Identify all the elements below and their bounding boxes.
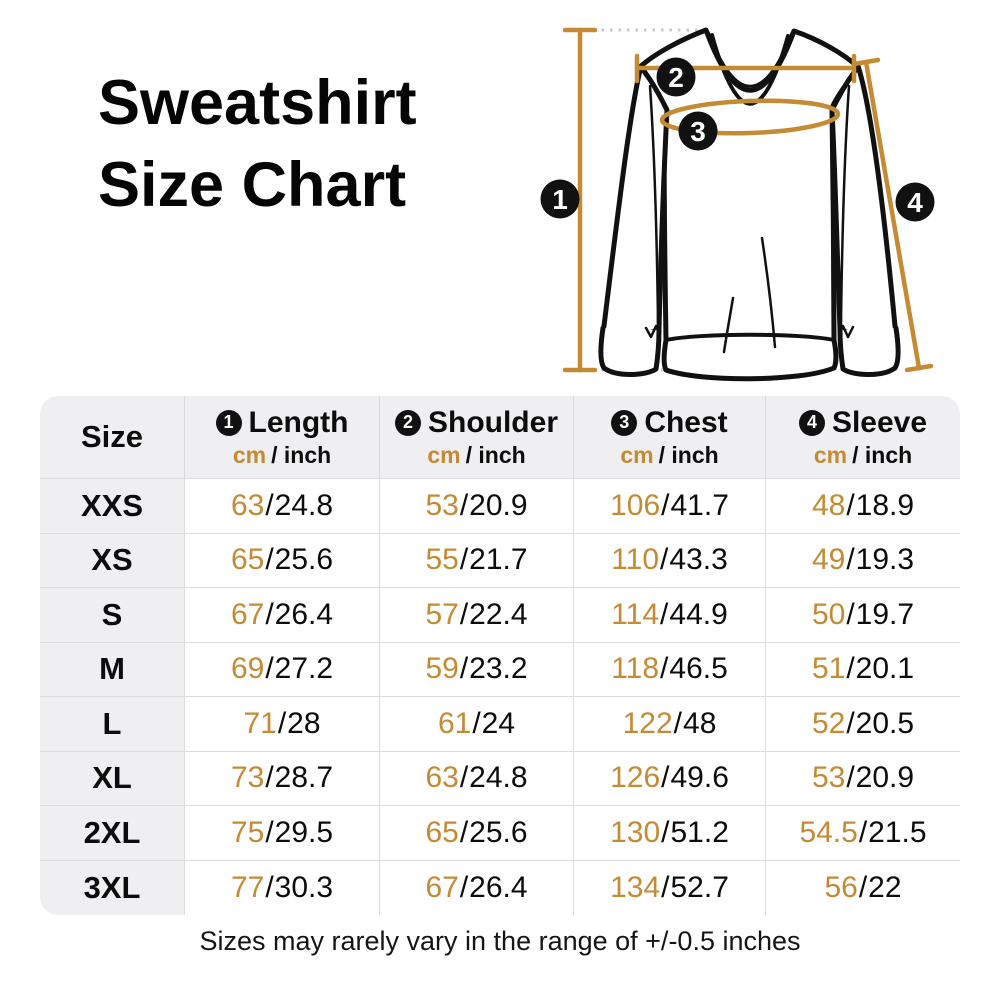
measure-marker-3: 3 [678, 111, 718, 151]
svg-text:3: 3 [690, 116, 706, 147]
row-size-label: M [40, 642, 185, 697]
cell-shoulder-3xl: 67/26.4 [380, 860, 574, 915]
column-label: Chest [644, 405, 728, 439]
column-label: Length [248, 405, 349, 439]
title-line2: Size Chart [98, 150, 407, 220]
cell-shoulder-xs: 55/21.7 [380, 533, 574, 588]
chest-number-badge: 3 [611, 409, 638, 436]
sleeve-number-badge: 4 [798, 409, 825, 436]
unit-cm: cm [813, 441, 848, 468]
cell-sleeve-3xl: 56/22 [766, 860, 960, 915]
unit-inch: / inch [465, 441, 526, 468]
column-header-sleeve: 4 Sleeve cm / inch [766, 396, 960, 479]
cell-shoulder-l: 61/24 [380, 697, 574, 752]
cell-chest-l: 122/48 [574, 697, 766, 752]
column-label: Sleeve [831, 405, 928, 439]
cell-shoulder-m: 59/23.2 [380, 642, 574, 697]
cell-sleeve-xs: 49/19.3 [766, 533, 960, 588]
cell-sleeve-m: 51/20.1 [766, 642, 960, 697]
cell-length-2xl: 75/29.5 [185, 806, 380, 861]
cell-length-m: 69/27.2 [185, 642, 380, 697]
column-header-length: 1 Length cm / inch [185, 396, 380, 479]
cell-sleeve-xxs: 48/18.9 [766, 479, 960, 534]
cell-sleeve-xl: 53/20.9 [766, 751, 960, 806]
disclaimer-text: Sizes may rarely vary in the range of +/… [199, 926, 801, 956]
unit-inch: / inch [658, 441, 719, 468]
column-header-shoulder: 2 Shoulder cm / inch [380, 396, 574, 479]
unit-cm: cm [232, 441, 267, 468]
svg-text:2: 2 [668, 62, 684, 93]
sweatshirt-diagram: 1 2 3 4 [540, 27, 935, 382]
cell-shoulder-xxs: 53/20.9 [380, 479, 574, 534]
page-title: Sweatshirt Size Chart [98, 62, 417, 226]
column-label: Shoulder [427, 405, 558, 439]
measure-marker-4: 4 [895, 182, 935, 222]
row-size-label: L [40, 697, 185, 752]
unit-cm: cm [620, 441, 654, 468]
title-line1: Sweatshirt [98, 68, 417, 138]
cell-sleeve-s: 50/19.7 [766, 588, 960, 643]
cell-shoulder-2xl: 65/25.6 [380, 806, 574, 861]
cell-chest-3xl: 134/52.7 [574, 860, 766, 915]
length-measure-line [562, 27, 598, 373]
shoulder-number-badge: 2 [394, 409, 421, 436]
cell-sleeve-l: 52/20.5 [766, 697, 960, 752]
cell-length-xxs: 63/24.8 [185, 479, 380, 534]
cell-chest-s: 114/44.9 [574, 588, 766, 643]
measure-marker-1: 1 [540, 179, 580, 219]
row-size-label: XL [40, 751, 185, 806]
cell-sleeve-2xl: 54.5/21.5 [766, 806, 960, 861]
row-size-label: S [40, 588, 185, 643]
row-size-label: 2XL [40, 806, 185, 861]
row-size-label: 3XL [40, 860, 185, 915]
cell-shoulder-xl: 63/24.8 [380, 751, 574, 806]
cell-chest-xl: 126/49.6 [574, 751, 766, 806]
cell-length-xl: 73/28.7 [185, 751, 380, 806]
size-table: Size 1 Length cm / inch 2 Shoulder cm / inch… [40, 396, 960, 915]
cell-chest-xs: 110/43.3 [574, 533, 766, 588]
cell-chest-xxs: 106/41.7 [574, 479, 766, 534]
unit-cm: cm [427, 441, 461, 468]
cell-shoulder-s: 57/22.4 [380, 588, 574, 643]
row-size-label: XS [40, 533, 185, 588]
sleeve-measure-line [851, 57, 934, 373]
svg-text:1: 1 [552, 184, 568, 215]
length-number-badge: 1 [215, 409, 242, 436]
chest-measure-ellipse [659, 98, 841, 136]
cell-length-xs: 65/25.6 [185, 533, 380, 588]
measure-marker-2: 2 [656, 57, 696, 97]
column-header-size: Size [40, 396, 185, 479]
svg-text:4: 4 [907, 187, 923, 218]
cell-length-l: 71/28 [185, 697, 380, 752]
unit-inch: / inch [271, 441, 332, 468]
unit-inch: / inch [852, 441, 913, 468]
cell-length-3xl: 77/30.3 [185, 860, 380, 915]
column-header-chest: 3 Chest cm / inch [574, 396, 766, 479]
cell-chest-m: 118/46.5 [574, 642, 766, 697]
cell-length-s: 67/26.4 [185, 588, 380, 643]
cell-chest-2xl: 130/51.2 [574, 806, 766, 861]
row-size-label: XXS [40, 479, 185, 534]
